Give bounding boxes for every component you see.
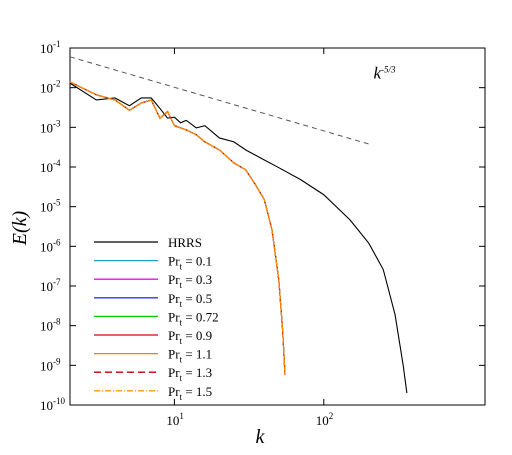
legend-label-part: Pr	[168, 365, 180, 380]
y-tick-label-part: -5	[53, 198, 61, 208]
y-tick-label: 10-5	[40, 198, 61, 215]
y-tick-label: 10-4	[40, 158, 61, 175]
y-tick-label-part: 10	[40, 358, 53, 373]
y-tick-label-part: -9	[53, 356, 61, 366]
y-tick-label-part: 10	[40, 160, 53, 175]
y-tick-label: 10-9	[40, 356, 61, 373]
y-tick-label-part: -10	[53, 396, 65, 406]
series-line	[69, 81, 286, 375]
y-tick-label: 10-2	[40, 79, 61, 96]
x-tick-label-part: 2	[329, 411, 334, 421]
legend-label-part: t	[180, 373, 183, 383]
legend-label-part: Pr	[168, 291, 180, 306]
legend-label-part: t	[180, 336, 183, 346]
reference-label-part: -5/3	[381, 65, 396, 75]
y-tick-label-part: -4	[53, 158, 61, 168]
legend-label: Prt = 1.3	[168, 365, 212, 383]
x-tick-label: 102	[316, 411, 334, 428]
y-tick-label-part: -8	[53, 317, 61, 327]
legend-label: Prt = 0.1	[168, 254, 212, 272]
y-tick-label-part: 10	[40, 120, 53, 135]
legend-label: Prt = 1.5	[168, 384, 212, 402]
series-line	[69, 82, 408, 394]
y-tick-label: 10-7	[40, 277, 61, 294]
y-tick-label-part: 10	[40, 279, 53, 294]
legend-label-part: t	[180, 262, 183, 272]
y-tick-label-part: 10	[40, 319, 53, 334]
legend-label: Prt = 0.9	[168, 328, 212, 346]
legend-label-part: t	[180, 280, 183, 290]
y-tick-label-part: 10	[40, 41, 53, 56]
y-tick-label-part: 10	[40, 200, 53, 215]
legend-label-part: Pr	[168, 384, 180, 399]
legend-label-part: = 1.3	[182, 365, 212, 380]
legend-label: Prt = 0.5	[168, 291, 212, 309]
reference-line	[69, 56, 373, 146]
legend-label-part: = 1.1	[182, 347, 212, 362]
legend-label-part: t	[180, 355, 183, 365]
y-tick-label: 10-10	[40, 396, 65, 413]
x-tick-label: 101	[166, 411, 184, 428]
reference-label-part: k	[373, 64, 381, 83]
x-tick-label-part: 10	[166, 413, 179, 428]
legend-label: Prt = 1.1	[168, 347, 212, 365]
legend-label-part: Pr	[168, 309, 180, 324]
y-tick-label-part: -7	[53, 277, 61, 287]
y-tick-label: 10-8	[40, 317, 61, 334]
legend-label-part: t	[180, 299, 183, 309]
y-tick-label: 10-3	[40, 118, 61, 135]
x-tick-label-part: 1	[179, 411, 184, 421]
legend-label-part: = 0.9	[182, 328, 212, 343]
y-tick-label-part: 10	[40, 398, 53, 413]
legend-label-part: t	[180, 392, 183, 402]
legend-label-part: Pr	[168, 328, 180, 343]
x-tick-label-part: 10	[316, 413, 329, 428]
y-tick-label-part: -6	[53, 237, 61, 247]
y-tick-label-part: -1	[53, 39, 61, 49]
legend-label-part: = 0.5	[182, 291, 212, 306]
y-tick-label-part: 10	[40, 239, 53, 254]
y-axis-label: E(k)	[9, 210, 31, 246]
legend-label-part: HRRS	[168, 235, 202, 250]
y-tick-label-part: -3	[53, 118, 61, 128]
legend-label: Prt = 0.3	[168, 272, 212, 290]
legend-label: Prt = 0.72	[168, 309, 219, 327]
legend-label-part: Pr	[168, 272, 180, 287]
legend-label-part: = 0.1	[182, 254, 212, 269]
reference-label: k-5/3	[373, 64, 396, 83]
legend-label-part: t	[180, 317, 183, 327]
legend-label-part: = 0.3	[182, 272, 212, 287]
legend-label-part: Pr	[168, 347, 180, 362]
y-tick-label-part: -2	[53, 79, 61, 89]
plot-frame	[69, 47, 486, 406]
y-tick-label: 10-1	[40, 39, 61, 56]
x-axis-label: k	[256, 426, 266, 448]
legend-label-part: = 1.5	[182, 384, 212, 399]
y-tick-label-part: 10	[40, 81, 53, 96]
legend-label-part: Pr	[168, 254, 180, 269]
legend-label: HRRS	[168, 235, 202, 250]
y-tick-label: 10-6	[40, 237, 61, 254]
legend-label-part: = 0.72	[182, 309, 219, 324]
